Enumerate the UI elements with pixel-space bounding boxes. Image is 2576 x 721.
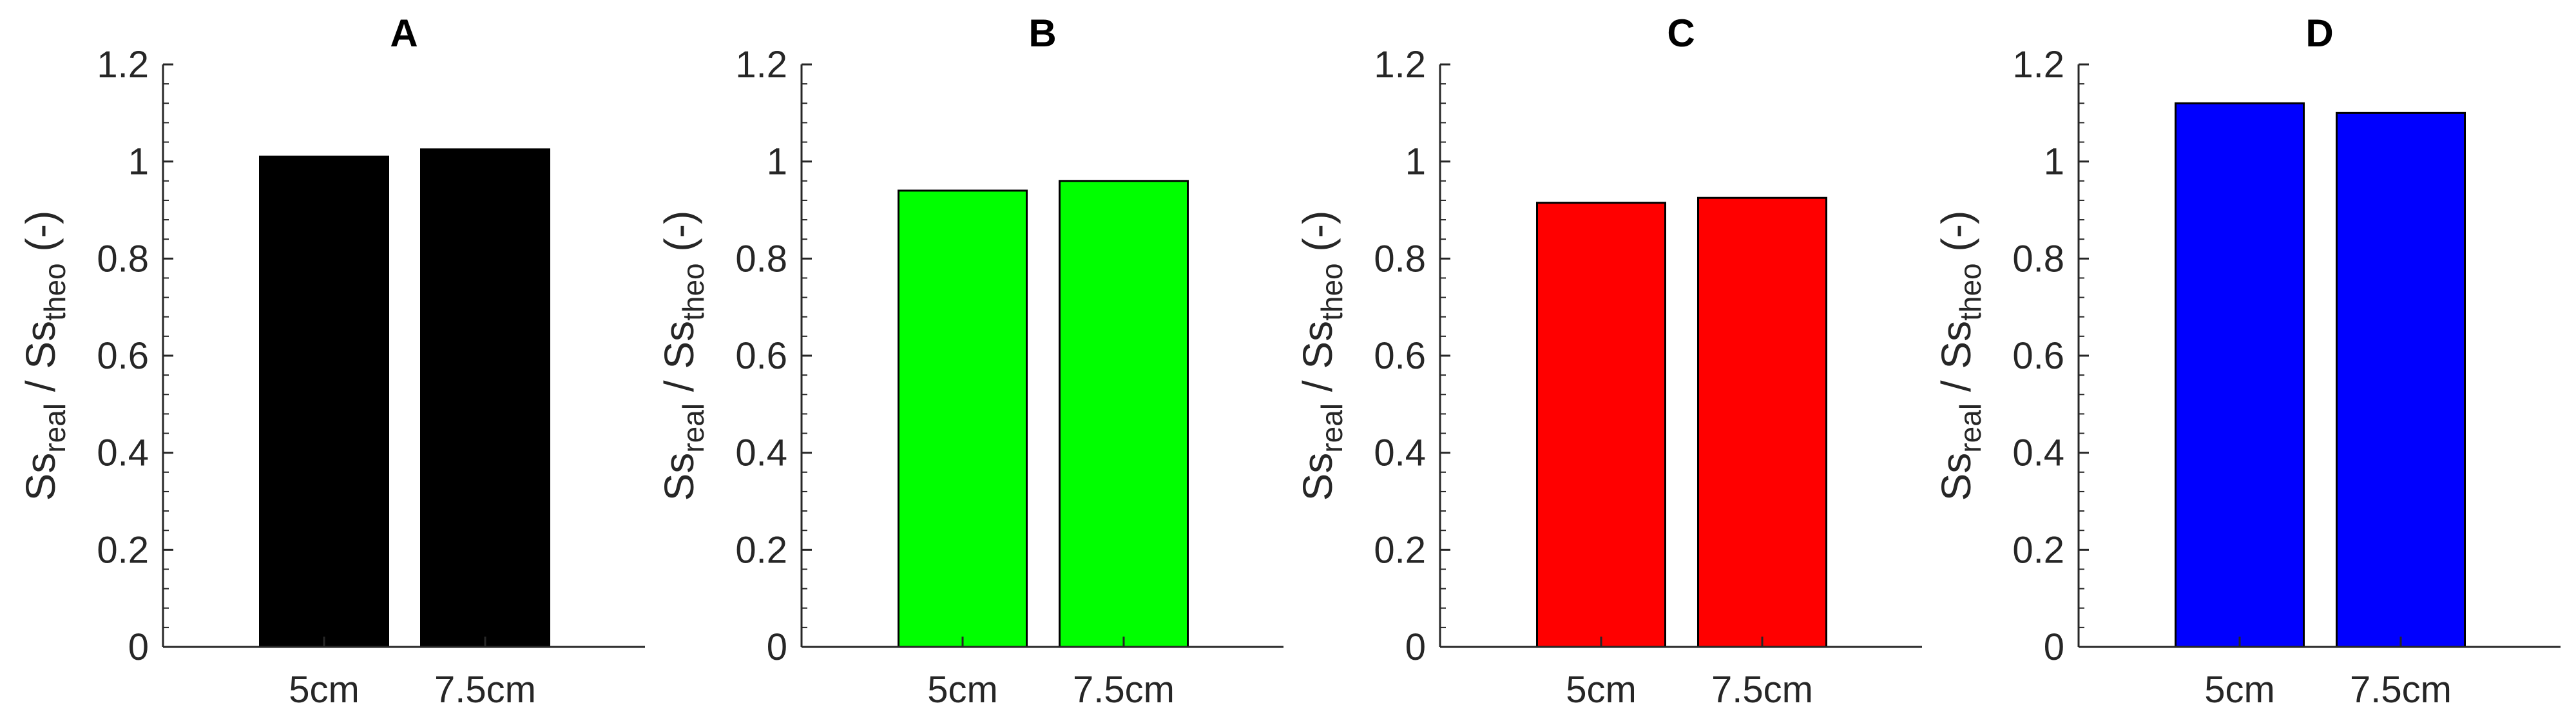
y-axis-label-text: Ss (656, 453, 702, 501)
x-tick-label: 7.5cm (2350, 669, 2452, 711)
x-tick-label: 5cm (2204, 669, 2275, 711)
x-tick-label: 5cm (1566, 669, 1637, 711)
y-tick-label: 0.4 (1374, 432, 1426, 474)
bar-d-7.5cm (2336, 111, 2466, 648)
panel-title: C (1667, 12, 1695, 55)
y-tick-label: 1 (128, 141, 149, 183)
y-axis-label-subscript: theo (677, 263, 710, 321)
y-tick-label: 0.2 (2012, 529, 2064, 571)
panel-b: 0 0.2 0.4 0.6 0.8 1 1.2 5cm 7.5cm B Ssreal / Ssthe… (656, 12, 1283, 711)
y-axis-label-text: / Ss (1933, 321, 1979, 403)
panel-d: 0 0.2 0.4 0.6 0.8 1 1.2 5cm 7.5cm D Ssreal / Ssthe… (1933, 12, 2561, 711)
y-axis-label-text: (-) (1933, 211, 1979, 264)
y-axis-label-subscript: theo (38, 263, 72, 321)
y-tick-label: 0.8 (1374, 238, 1426, 280)
y-axis-label-subscript: real (677, 403, 710, 453)
y-axis-label-text: / Ss (1294, 321, 1341, 403)
y-axis-label-text: Ss (1294, 453, 1341, 501)
y-tick-label: 1.2 (735, 44, 787, 86)
y-axis-label-text: (-) (656, 211, 702, 264)
y-tick-label: 0 (128, 626, 149, 668)
y-axis-label-text: (-) (17, 211, 64, 264)
y-tick-label: 0 (767, 626, 787, 668)
y-axis-label: Ssreal / Sstheo (-) (1294, 211, 1349, 501)
y-tick-label: 1 (2044, 141, 2064, 183)
y-tick-label: 1.2 (97, 44, 149, 86)
x-tick-label: 7.5cm (434, 669, 536, 711)
y-axis-label-text: / Ss (656, 321, 702, 403)
y-axis-label-text: Ss (17, 453, 64, 501)
panel-a: 0 0.2 0.4 0.6 0.8 1 1.2 5cm 7.5cm A Ssreal / Ssthe… (17, 12, 645, 711)
y-tick-label: 0.4 (2012, 432, 2064, 474)
y-tick-label: 0 (2044, 626, 2064, 668)
y-tick-label: 1 (767, 141, 787, 183)
y-axis-label-text: (-) (1294, 211, 1341, 264)
y-tick-label: 0.8 (97, 238, 149, 280)
bar-a-7.5cm (420, 148, 550, 648)
x-tick-label: 5cm (289, 669, 360, 711)
y-axis-label-text: / Ss (17, 321, 64, 403)
bar-b-5cm (898, 189, 1028, 648)
y-axis-label-subscript: real (1315, 403, 1349, 453)
y-tick-label: 0.6 (97, 335, 149, 377)
y-tick-label: 1.2 (2012, 44, 2064, 86)
y-tick-label: 0.6 (735, 335, 787, 377)
y-tick-label: 0.4 (97, 432, 149, 474)
y-tick-label: 0.2 (735, 529, 787, 571)
y-tick-label: 0.6 (2012, 335, 2064, 377)
y-axis-label-text: Ss (1933, 453, 1979, 501)
y-tick-label: 0.6 (1374, 335, 1426, 377)
y-axis-label: Ssreal / Sstheo (-) (656, 211, 710, 501)
y-axis-label: Ssreal / Sstheo (-) (17, 211, 72, 501)
y-tick-label: 1.2 (1374, 44, 1426, 86)
bar-a-5cm (259, 155, 389, 648)
bar-c-7.5cm (1697, 197, 1827, 648)
y-tick-label: 0.8 (735, 238, 787, 280)
y-tick-label: 1 (1405, 141, 1426, 183)
y-axis-label-subscript: real (1954, 403, 1987, 453)
bar-c-5cm (1536, 202, 1666, 648)
bar-b-7.5cm (1059, 180, 1189, 648)
y-axis-label-subscript: real (38, 403, 72, 453)
y-tick-label: 0 (1405, 626, 1426, 668)
y-tick-label: 0.2 (1374, 529, 1426, 571)
y-tick-label: 0.8 (2012, 238, 2064, 280)
panel-title: B (1028, 12, 1056, 55)
y-axis-label-subscript: theo (1954, 263, 1987, 321)
x-tick-label: 7.5cm (1073, 669, 1175, 711)
y-axis-label-subscript: theo (1315, 263, 1349, 321)
bar-d-5cm (2175, 102, 2305, 648)
x-tick-label: 5cm (927, 669, 998, 711)
y-axis-label: Ssreal / Sstheo (-) (1933, 211, 1987, 501)
y-tick-label: 0.2 (97, 529, 149, 571)
panel-title: A (390, 12, 418, 55)
y-tick-label: 0.4 (735, 432, 787, 474)
x-tick-label: 7.5cm (1711, 669, 1813, 711)
panel-title: D (2305, 12, 2333, 55)
panel-c: 0 0.2 0.4 0.6 0.8 1 1.2 5cm 7.5cm C Ssreal / Ssthe… (1294, 12, 1922, 711)
